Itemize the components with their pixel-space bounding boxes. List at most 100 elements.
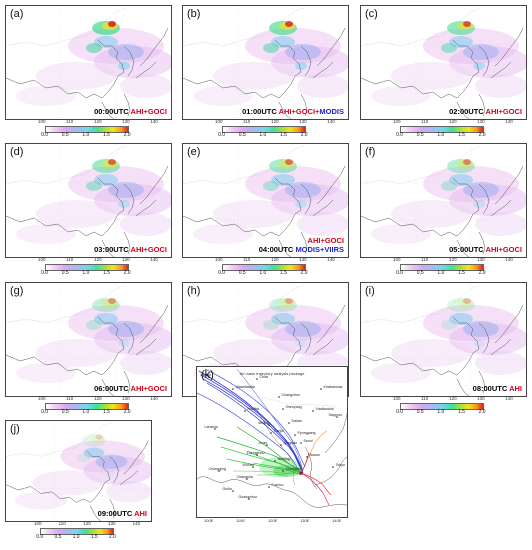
lon-tick: 120 [271,119,279,124]
colorbar-tick: 2.0 [123,132,131,138]
map-panel: (i) 08:00UTC AHI 100 110 120 130 140 0.0 0.5 1.0 1… [360,282,527,415]
city-label: Zhengzhou [247,451,265,455]
lon-ticks: 100 110 120 130 140 [5,396,170,402]
lon-tick: 130 [477,396,485,401]
lon-tick: 130 [299,119,307,124]
colorbar-tick: 0.5 [61,270,69,276]
colorbar-tick: 2.0 [300,270,308,276]
lon-tick: 140 [150,119,158,124]
time-sensor-stamp: AHI+GOCI 04:00UTC MODIS+VIIRS [259,236,344,254]
lon-tick: 100 [38,396,46,401]
lon-tick: 120 [94,257,102,262]
lon-tick: 110E [236,518,246,523]
sensor-red-text: AHI [509,384,522,393]
lon-tick: 130 [107,521,116,526]
city-label: Qingdao [284,441,298,445]
lon-tick: 120 [449,396,457,401]
colorbar-tick: 0.5 [54,534,62,540]
lon-tick: 130 [122,257,130,262]
lon-ticks: 100 110 120 130 140 [5,521,150,527]
panel-label: (h) [187,285,201,297]
lon-tick: 130 [477,257,485,262]
colorbar [399,126,485,133]
lon-tick: 110 [421,119,429,124]
city-label: Fuzhou [272,483,284,487]
sensor-red-text: AHI [134,509,147,518]
colorbar-tick: 0.0 [396,409,404,415]
panel-label: (f) [365,146,376,158]
colorbar-tick: 0.5 [61,132,69,138]
sensor-red-text: AHI+GOCI [485,107,522,116]
colorbar [399,403,485,410]
aod-map-canvas [183,144,348,257]
lon-tick: 140 [505,119,513,124]
colorbar-tick: 0.5 [416,270,424,276]
colorbar-tick: 0.5 [238,270,246,276]
time-sensor-stamp: 02:00UTC AHI+GOCI [449,107,522,116]
lon-tick: 100E [204,518,214,523]
lon-tick: 100 [38,119,46,124]
city-label: Chita [260,375,268,379]
lon-ticks: 100 110 120 130 140 [182,257,347,263]
city-label: Guangzhou [239,495,258,499]
lon-ticks: 100 110 120 130 140 [5,257,170,263]
colorbar-tick: 1.5 [102,132,110,138]
map-panel: (c) 02:00UTC AHI+GOCI 100 110 120 130 140 0.0 0.… [360,5,527,138]
colorbar [221,126,307,133]
colorbar-tick: 1.5 [457,270,465,276]
lon-tick: 110 [243,257,251,262]
colorbar-tick: 1.5 [279,132,287,138]
sensor-red-text: AHI+GOCI [485,245,522,254]
lon-tick: 120 [94,396,102,401]
time-sensor-stamp: 09:00UTC AHI [98,509,147,518]
city-label: Jinan [259,441,268,445]
city-label: Chongqing [209,467,226,471]
map-panel: (d) 03:00UTC AHI+GOCI 100 110 120 130 140 0.0 0.… [5,143,172,276]
aod-map: (c) 02:00UTC AHI+GOCI [360,5,527,120]
lon-ticks: 100 110 120 130 140 [5,119,170,125]
lon-tick: 110 [66,257,74,262]
sensor-red-text: AHI+GOCI [130,245,167,254]
map-panel: (f) 05:00UTC AHI+GOCI 100 110 120 130 140 0.0 0.… [360,143,527,276]
colorbar-tick: 0.0 [218,132,226,138]
colorbar-tick: 0.5 [61,409,69,415]
panel-label: (b) [187,8,201,20]
panel-label: (k) [201,369,214,381]
colorbar-tick: 1.5 [102,270,110,276]
city-label: Dalian [292,419,302,423]
city-label: Hohhot [248,407,260,411]
city-label: Wuhan [243,463,254,467]
colorbar-tick: 2.0 [123,409,131,415]
city-label: Busan [310,453,320,457]
time-sensor-stamp: 00:00UTC AHI+GOCI [94,107,167,116]
lon-tick: 120 [449,257,457,262]
lon-tick: 100 [393,257,401,262]
colorbar-tick: 0.0 [396,132,404,138]
panel-label: (d) [10,146,24,158]
aod-map-canvas [361,6,526,119]
map-panel: (a) 00:00UTC AHI+GOCI 100 110 120 130 140 0.0 0.… [5,5,172,138]
colorbar-tick: 1.0 [82,409,90,415]
sensor-blue-text: MODIS+VIIRS [295,245,344,254]
colorbar-tick: 1.5 [279,270,287,276]
time-text: 01:00UTC [242,107,277,116]
sensor-red-text: AHI+GOCI [307,236,344,245]
sensor-red-text: AHI+GOCI [130,384,167,393]
city-label: Lanzhou [205,425,219,429]
lon-tick: 100 [215,119,223,124]
colorbar-tick: 1.5 [90,534,98,540]
aod-map: (d) 03:00UTC AHI+GOCI [5,143,172,258]
map-panel: (g) 06:00UTC AHI+GOCI 100 110 120 130 140 0.0 0.… [5,282,172,415]
colorbar-tick: 0.5 [238,132,246,138]
colorbar-tick: 0.0 [218,270,226,276]
aod-map-canvas [183,6,348,119]
colorbar-tick: 1.0 [437,270,445,276]
lon-tick: 100 [38,257,46,262]
city-label: Shenyang [286,405,302,409]
colorbar-tick: 1.0 [259,132,267,138]
aod-map: (j) 09:00UTC AHI [5,420,152,522]
lon-ticks: 100 110 120 130 140 [360,119,525,125]
aod-map-canvas [6,283,171,396]
time-text: 00:00UTC [94,107,129,116]
lon-tick: 140 [327,257,335,262]
